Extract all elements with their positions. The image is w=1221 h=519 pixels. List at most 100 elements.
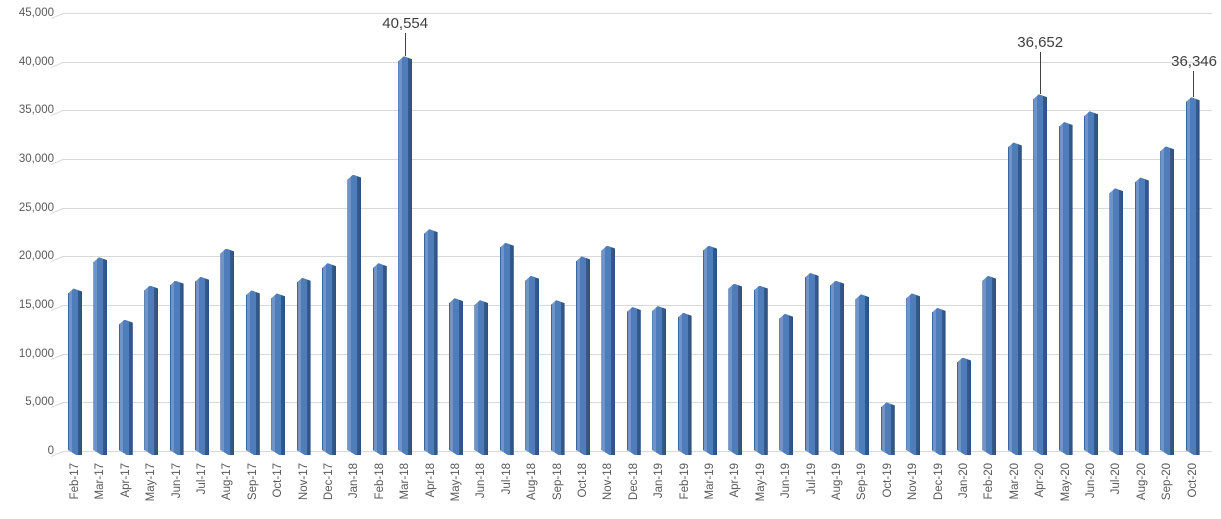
gridline (62, 207, 1212, 209)
x-tick-label: Oct-18 (577, 463, 589, 498)
x-tick-label: Mar-20 (1008, 463, 1021, 500)
bar-Dec-18 (627, 307, 641, 455)
bar-Sep-17 (246, 290, 260, 455)
bar-Nov-17 (297, 278, 311, 455)
bar-Dec-17 (322, 263, 336, 455)
bar-Jun-17 (170, 281, 184, 455)
x-tick-label: Nov-19 (907, 463, 920, 501)
bar-Sep-18 (551, 300, 565, 455)
x-tick-label: Jan-18 (348, 463, 361, 499)
bar-Jun-19 (779, 314, 793, 455)
x-tick-label: Jul-19 (805, 463, 818, 495)
bar-Oct-19 (881, 402, 895, 455)
bar-Jan-18 (347, 175, 361, 455)
bar-May-17 (144, 286, 158, 455)
bar-May-20 (1059, 122, 1073, 455)
gridline (62, 305, 1212, 306)
bar-May-19 (754, 286, 768, 455)
y-tick-label: 25,000 (18, 201, 54, 214)
bar-Apr-18 (424, 229, 438, 455)
bar-Sep-20 (1160, 146, 1174, 455)
x-tick-label: Jun-18 (475, 463, 488, 499)
y-tick-label: 40,000 (18, 55, 54, 68)
x-tick-label: Mar-19 (704, 463, 716, 500)
bar-May-18 (449, 298, 463, 455)
bar-Mar-17 (93, 257, 107, 455)
bar-Jan-19 (652, 306, 666, 455)
annotation-leader-line (1193, 71, 1194, 98)
x-tick-label: Jul-18 (500, 463, 513, 495)
bar-Feb-18 (373, 263, 387, 455)
x-tick-label: Jan-20 (958, 463, 970, 499)
x-tick-label: Mar-18 (399, 463, 412, 500)
bar-Apr-17 (119, 320, 133, 455)
x-tick-label: Feb-19 (678, 463, 691, 500)
y-tick-label: 0 (47, 445, 54, 457)
y-tick-label: 45,000 (18, 7, 54, 19)
bar-Aug-20 (1135, 177, 1149, 455)
bar-Aug-18 (525, 276, 539, 455)
y-tick-label: 20,000 (18, 250, 54, 263)
bar-Jun-20 (1084, 111, 1098, 455)
x-tick-label: Aug-20 (1135, 463, 1148, 501)
annotation-leader-line (405, 33, 406, 57)
x-tick-label: Sep-17 (246, 463, 259, 501)
bar-Oct-20 (1186, 97, 1200, 455)
bar-Oct-17 (271, 293, 285, 455)
x-tick-label: May-19 (754, 463, 767, 502)
bar-Sep-19 (855, 294, 869, 455)
x-tick-label: Jul-17 (196, 463, 208, 495)
bar-Dec-19 (932, 308, 946, 455)
y-tick-label: 30,000 (18, 153, 54, 165)
bar-Jul-19 (805, 273, 819, 455)
bar-Oct-18 (576, 256, 590, 455)
x-tick-label: Aug-19 (831, 463, 843, 501)
bar-Jun-18 (474, 300, 488, 455)
bar-Feb-19 (678, 313, 692, 455)
bar-Jan-20 (957, 358, 971, 455)
y-tick-label: 35,000 (18, 104, 54, 117)
x-tick-label: Nov-17 (297, 463, 310, 501)
annotation-leader-line (1040, 52, 1041, 95)
x-tick-label: May-20 (1059, 463, 1072, 502)
x-tick-label: Dec-18 (627, 463, 640, 501)
bar-Mar-20 (1008, 142, 1022, 455)
bar-Nov-18 (601, 246, 615, 455)
x-tick-label: Apr-20 (1034, 463, 1047, 498)
bar-Aug-17 (220, 249, 234, 455)
x-tick-label: Nov-18 (602, 463, 615, 501)
y-tick-label: 10,000 (18, 347, 54, 360)
gridline (62, 61, 1212, 63)
gridline (62, 110, 1212, 112)
bar-Apr-19 (728, 284, 742, 455)
x-tick-label: Oct-17 (272, 463, 285, 498)
x-tick-label: Sep-18 (551, 463, 564, 501)
x-tick-label: Dec-17 (323, 463, 335, 501)
bar-Feb-20 (982, 276, 996, 455)
x-tick-label: Apr-18 (424, 463, 437, 498)
x-tick-label: May-18 (450, 463, 462, 502)
x-tick-label: Jun-17 (170, 463, 183, 499)
gridline (62, 256, 1212, 258)
bar-Nov-19 (906, 293, 920, 455)
gridline (62, 13, 1212, 14)
x-tick-label: Dec-19 (932, 463, 945, 501)
bar-Apr-20 (1033, 94, 1047, 455)
x-tick-label: Jan-19 (653, 463, 666, 499)
x-tick-label: Sep-19 (856, 463, 869, 501)
bar-Jul-20 (1109, 188, 1123, 455)
x-tick-label: Oct-20 (1186, 463, 1199, 498)
x-tick-label: Apr-17 (119, 463, 132, 498)
x-tick-label: Feb-17 (69, 463, 81, 500)
x-tick-label: Aug-17 (221, 463, 234, 501)
x-tick-label: May-17 (145, 463, 158, 502)
data-label: 40,554 (382, 15, 429, 33)
bar-Feb-17 (68, 288, 82, 455)
x-tick-label: Aug-18 (526, 463, 539, 501)
x-tick-label: Jun-19 (780, 463, 793, 499)
x-tick-label: Feb-18 (373, 463, 386, 500)
x-tick-label: Feb-20 (983, 463, 996, 500)
bar-Mar-18 (398, 56, 412, 455)
x-tick-label: Oct-19 (881, 463, 894, 498)
